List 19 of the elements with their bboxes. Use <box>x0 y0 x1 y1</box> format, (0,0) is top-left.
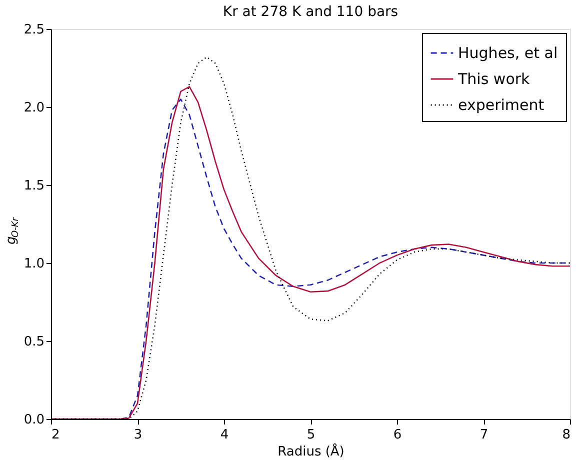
x-tick-label: 4 <box>220 428 229 442</box>
x-tick-label: 3 <box>134 428 142 442</box>
y-tick-label: 2.0 <box>24 100 44 116</box>
legend-label: Hughes, et al <box>458 44 558 62</box>
y-axis-title: gO-Kr <box>4 216 21 244</box>
chart-title: Kr at 278 K and 110 bars <box>222 4 398 20</box>
x-axis-title: Radius (Å) <box>278 442 344 460</box>
x-tick-label: 6 <box>393 428 402 442</box>
x-tick-label: 8 <box>562 428 570 442</box>
y-tick-label: 2.5 <box>24 22 44 38</box>
x-tick-label: 5 <box>306 428 316 442</box>
y-tick-label: 0.0 <box>24 412 44 428</box>
y-tick-label: 0.5 <box>24 334 44 350</box>
y-tick-label: 1.0 <box>24 256 44 272</box>
x-tick-label: 7 <box>480 428 488 442</box>
y-tick-label: 1.5 <box>24 178 44 194</box>
legend-label: experiment <box>458 96 544 114</box>
x-tick-label: 2 <box>52 428 60 442</box>
legend-label: This work <box>457 70 530 88</box>
